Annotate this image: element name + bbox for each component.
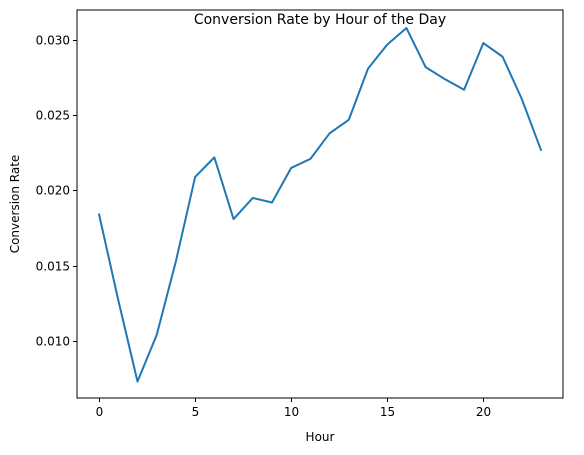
chart-title: Conversion Rate by Hour of the Day: [194, 12, 446, 28]
x-tick-label: 10: [284, 405, 299, 419]
y-tick-label: 0.015: [36, 260, 70, 274]
axes-frame: [76, 9, 564, 399]
y-tick-label: 0.010: [36, 335, 70, 349]
x-axis: 0 5 10 15 20: [96, 398, 491, 419]
x-tick-label: 0: [96, 405, 104, 419]
plot-area: [97, 27, 543, 383]
x-tick-label: 20: [476, 405, 491, 419]
series-line: [97, 27, 543, 383]
y-tick-label: 0.025: [36, 109, 70, 123]
x-axis-title: Hour: [306, 430, 335, 444]
x-tick-label: 5: [192, 405, 200, 419]
y-axis: 0.010 0.015 0.020 0.025 0.030: [36, 34, 77, 349]
y-tick-label: 0.030: [36, 34, 70, 48]
y-axis-title: Conversion Rate: [8, 155, 22, 254]
x-tick-label: 15: [380, 405, 395, 419]
y-tick-label: 0.020: [36, 184, 70, 198]
